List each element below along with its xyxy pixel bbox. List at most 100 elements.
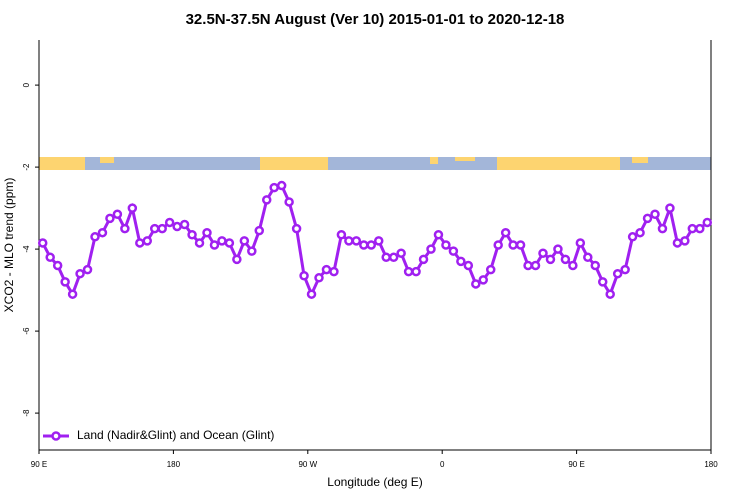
data-point bbox=[500, 227, 511, 238]
data-point bbox=[650, 209, 660, 219]
data-point bbox=[597, 277, 608, 287]
data-point bbox=[560, 254, 571, 265]
data-point bbox=[642, 213, 653, 224]
x-tick-label: 90 E bbox=[31, 460, 47, 469]
data-point bbox=[52, 260, 63, 271]
data-point bbox=[329, 266, 339, 277]
data-point bbox=[291, 223, 302, 234]
data-point bbox=[187, 230, 197, 240]
data-point bbox=[164, 217, 175, 228]
data-point bbox=[463, 260, 474, 271]
data-point bbox=[478, 275, 489, 285]
x-tick-label: 90 W bbox=[298, 460, 317, 469]
data-point bbox=[254, 225, 265, 236]
data-point bbox=[82, 264, 93, 275]
data-point bbox=[553, 244, 563, 254]
data-point bbox=[508, 240, 518, 250]
x-tick-label: 0 bbox=[440, 460, 445, 469]
data-point bbox=[583, 252, 593, 263]
data-point bbox=[247, 246, 257, 256]
y-tick-label: -8 bbox=[22, 409, 31, 417]
data-point bbox=[157, 223, 167, 234]
data-point bbox=[456, 256, 466, 267]
y-tick-label: -4 bbox=[22, 245, 31, 253]
data-point bbox=[336, 230, 347, 240]
x-axis-label: Longitude (deg E) bbox=[327, 475, 422, 489]
data-point bbox=[112, 209, 123, 219]
data-point bbox=[530, 260, 541, 271]
data-point bbox=[135, 238, 145, 248]
data-point bbox=[665, 203, 675, 213]
data-point bbox=[627, 232, 638, 242]
data-point bbox=[687, 223, 698, 234]
data-point bbox=[612, 268, 623, 279]
data-point bbox=[232, 254, 242, 265]
y-tick-label: 0 bbox=[22, 82, 31, 87]
data-point bbox=[269, 182, 279, 193]
data-point bbox=[45, 252, 55, 263]
data-point bbox=[351, 236, 362, 246]
x-tick-label: 180 bbox=[704, 460, 718, 469]
data-point bbox=[284, 197, 294, 207]
data-point bbox=[209, 240, 220, 250]
data-point bbox=[60, 277, 70, 287]
data-point bbox=[172, 221, 182, 232]
data-point bbox=[37, 238, 48, 248]
data-point bbox=[217, 236, 227, 246]
data-point bbox=[120, 223, 130, 234]
data-point bbox=[314, 273, 324, 283]
x-tick-label: 180 bbox=[167, 460, 181, 469]
data-point bbox=[194, 238, 205, 248]
data-point bbox=[493, 240, 503, 250]
land-ocean-mask bbox=[39, 157, 711, 170]
data-point bbox=[149, 223, 160, 234]
data-point bbox=[373, 236, 384, 246]
data-point bbox=[426, 244, 436, 254]
data-point bbox=[448, 246, 459, 256]
data-point bbox=[695, 223, 705, 234]
data-point bbox=[485, 264, 496, 275]
data-point bbox=[127, 203, 138, 213]
y-tick-label: -6 bbox=[22, 327, 31, 335]
data-point bbox=[433, 230, 444, 240]
data-point bbox=[261, 195, 272, 205]
data-point bbox=[105, 213, 115, 224]
data-point bbox=[418, 254, 429, 265]
y-axis-label: XCO2 - MLO trend (ppm) bbox=[2, 178, 16, 313]
data-point bbox=[359, 240, 369, 250]
data-point bbox=[403, 266, 414, 277]
data-point bbox=[568, 260, 578, 271]
data-point bbox=[523, 260, 533, 271]
data-point bbox=[90, 232, 100, 242]
data-point bbox=[67, 289, 78, 299]
data-point bbox=[202, 227, 212, 238]
x-tick-label: 90 E bbox=[568, 460, 584, 469]
data-point bbox=[441, 240, 451, 250]
data-point bbox=[657, 223, 668, 234]
data-point bbox=[344, 236, 354, 246]
data-point bbox=[515, 240, 526, 250]
legend-marker bbox=[51, 431, 61, 441]
legend-label: Land (Nadir&Glint) and Ocean (Glint) bbox=[77, 428, 274, 442]
data-point bbox=[411, 266, 421, 277]
data-point bbox=[605, 289, 615, 299]
data-point bbox=[702, 217, 713, 228]
data-point bbox=[299, 271, 309, 281]
data-point bbox=[321, 264, 332, 275]
data-point bbox=[388, 252, 399, 263]
data-point bbox=[239, 236, 250, 246]
data-point bbox=[620, 264, 630, 275]
data-point bbox=[545, 254, 556, 265]
data-point bbox=[381, 252, 391, 263]
data-point bbox=[590, 260, 601, 271]
y-tick-label: -2 bbox=[22, 163, 31, 171]
data-point bbox=[276, 180, 287, 191]
chart-title: 32.5N-37.5N August (Ver 10) 2015-01-01 t… bbox=[186, 11, 565, 28]
data-point bbox=[635, 227, 645, 238]
data-point bbox=[672, 238, 683, 248]
data-point bbox=[224, 238, 235, 248]
data-point bbox=[179, 219, 190, 230]
data-point bbox=[680, 236, 690, 246]
data-point bbox=[471, 279, 481, 289]
